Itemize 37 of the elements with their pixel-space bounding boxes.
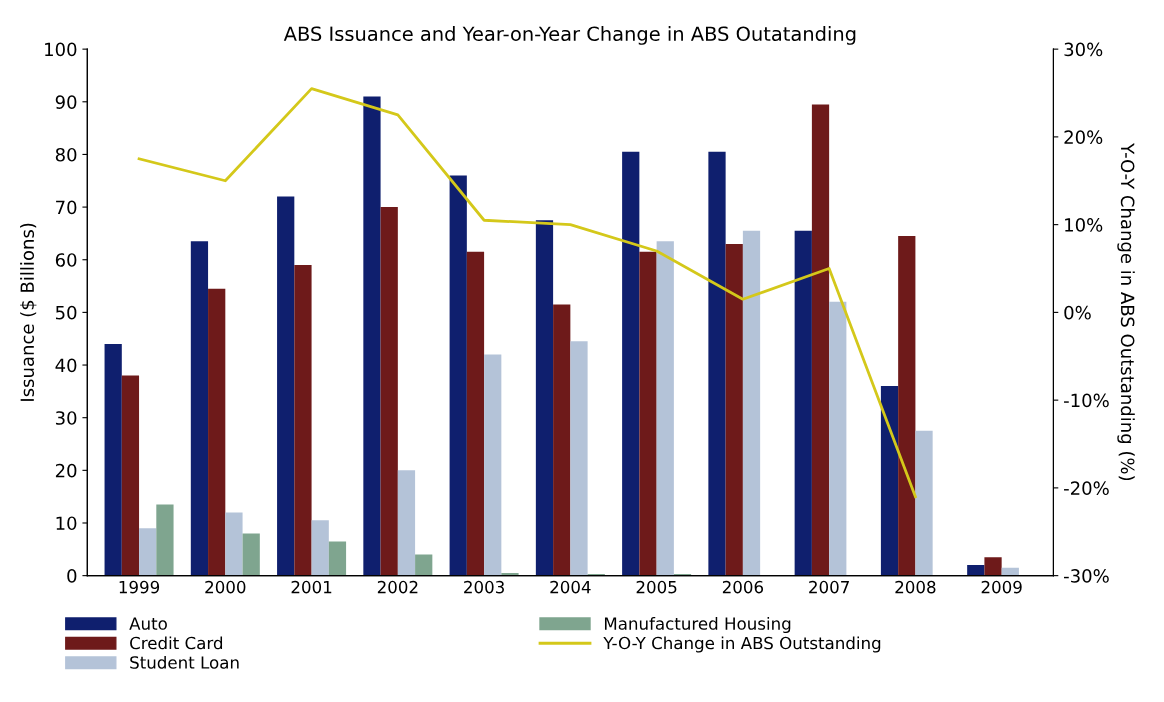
legend-label: Manufactured Housing: [604, 616, 791, 634]
y2-tick-label: -10%: [1064, 393, 1109, 408]
x-tick-label: 2002: [377, 580, 418, 594]
y2-tick-label: 0%: [1064, 305, 1091, 320]
y-tick-label: 60: [55, 253, 77, 267]
y-tick-label: 80: [55, 147, 77, 162]
x-tick-label: 2008: [895, 580, 936, 594]
x-tick-label: 2000: [205, 580, 246, 594]
y-axis-title: Issuance ($ Billions): [20, 223, 37, 401]
y-tick-label: 50: [56, 305, 77, 320]
y-tick-label: 90: [55, 95, 77, 109]
y2-axis-title: Y-O-Y Change in ABS Outstanding (%): [1117, 143, 1135, 481]
y-tick-label: 100: [45, 42, 77, 57]
y-tick-label: 30: [55, 411, 77, 425]
y-tick-label: 0: [67, 569, 77, 583]
y2-tick-label: 10%: [1065, 218, 1103, 232]
legend-label: Auto: [129, 617, 167, 630]
y2-tick-label: -20%: [1064, 481, 1109, 496]
x-tick-label: 2006: [722, 580, 764, 594]
y-tick-label: 70: [56, 200, 77, 215]
y2-tick-label: 20%: [1064, 130, 1103, 145]
y2-tick-label: -30%: [1064, 569, 1109, 583]
x-tick-label: 2004: [550, 580, 591, 594]
y-tick-label: 40: [55, 358, 77, 373]
legend-label: Credit Card: [130, 636, 223, 650]
legend-label: Student Loan: [130, 655, 239, 669]
y2-tick-label: 30%: [1064, 42, 1103, 57]
legend-label: Y-O-Y Change in ABS Outstanding: [603, 636, 881, 653]
x-tick-label: 2007: [809, 580, 849, 594]
chart-title: ABS Issuance and Year-on-Year Change in ABS Outatanding: [283, 26, 856, 45]
x-tick-label: 1999: [119, 580, 160, 594]
y-tick-label: 20: [55, 463, 77, 478]
x-tick-label: 2009: [981, 580, 1022, 594]
x-tick-label: 2003: [464, 580, 504, 594]
x-tick-label: 2005: [636, 580, 677, 594]
x-tick-label: 2001: [291, 580, 332, 594]
y-tick-label: 10: [56, 516, 77, 531]
